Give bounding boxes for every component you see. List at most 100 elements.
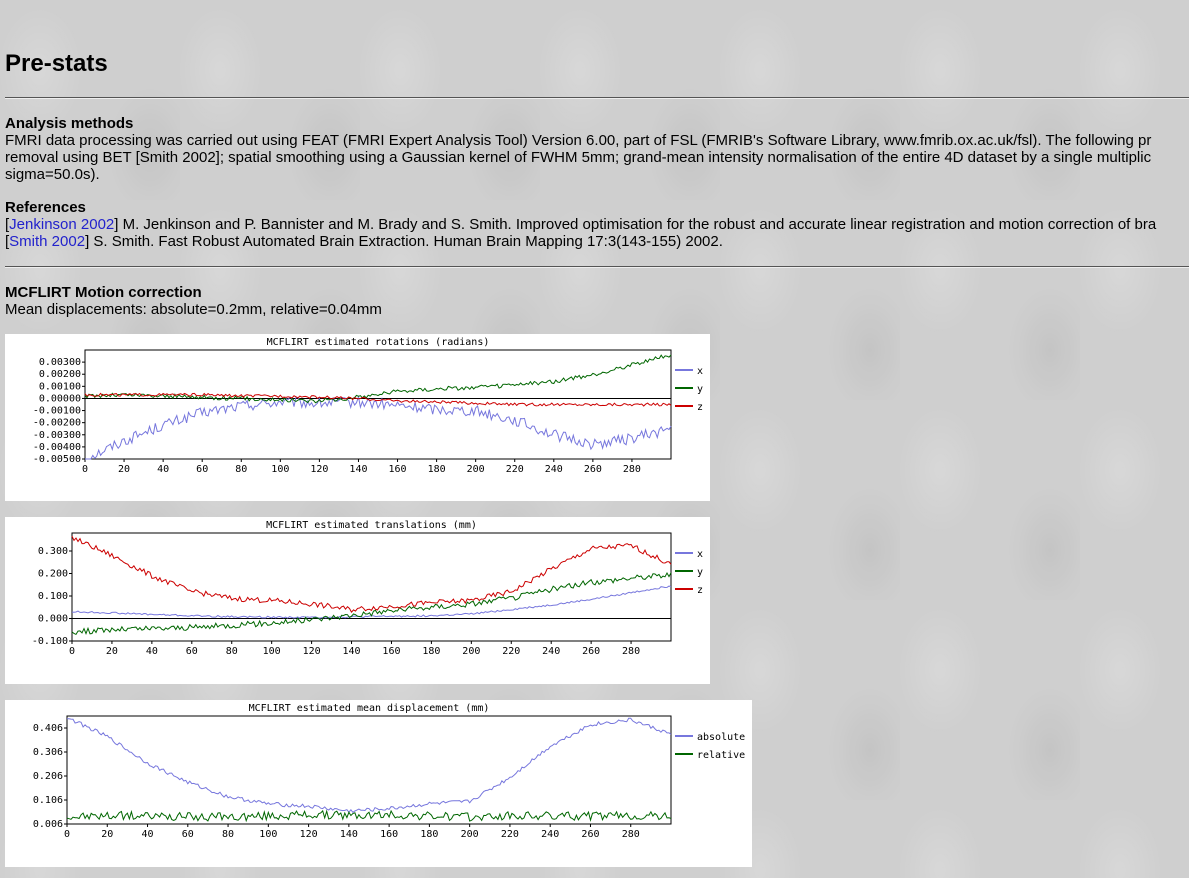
page-title: Pre-stats (5, 50, 108, 77)
x-tick-label: 40 (146, 646, 158, 657)
x-tick-label: 120 (310, 464, 328, 475)
legend-label-z: z (697, 585, 703, 596)
x-tick-label: 200 (461, 829, 479, 840)
x-tick-label: 100 (263, 646, 281, 657)
y-tick-label: 0.206 (33, 771, 63, 782)
x-tick-label: 0 (82, 464, 88, 475)
legend-label-x: x (697, 366, 703, 377)
x-tick-label: 100 (271, 464, 289, 475)
x-tick-label: 80 (222, 829, 234, 840)
y-tick-label: 0.306 (33, 747, 63, 758)
plot-frame (84, 349, 672, 460)
y-tick-label: 0.006 (33, 819, 63, 830)
y-tick-label: 0.100 (38, 591, 68, 602)
smith-2002-link[interactable]: Smith 2002 (9, 233, 86, 250)
x-tick-label: 60 (186, 646, 198, 657)
series-line-relative (66, 809, 672, 823)
legend-label-y: y (697, 567, 703, 578)
smith-2002-text: ] S. Smith. Fast Robust Automated Brain … (85, 233, 723, 250)
x-tick-label: 260 (581, 829, 599, 840)
legend-label-absolute: absolute (697, 732, 745, 743)
x-tick-label: 240 (542, 646, 560, 657)
mean-displacements-text: Mean displacements: absolute=0.2mm, rela… (5, 301, 382, 318)
x-tick-label: 100 (259, 829, 277, 840)
x-tick-label: 140 (343, 646, 361, 657)
x-tick-label: 220 (506, 464, 524, 475)
chart-title: MCFLIRT estimated rotations (radians) (267, 337, 490, 348)
x-tick-label: 80 (235, 464, 247, 475)
mcflirt-heading: MCFLIRT Motion correction (5, 284, 202, 301)
reference-smith: [Smith 2002] S. Smith. Fast Robust Autom… (5, 233, 723, 250)
y-tick-label: 0.00000 (39, 393, 81, 404)
plot-frame (71, 532, 672, 642)
references-heading: References (5, 199, 86, 216)
series-line-x (85, 394, 672, 460)
y-tick-label: 0.00300 (39, 357, 81, 368)
legend-label-relative: relative (697, 750, 745, 761)
x-tick-label: 40 (142, 829, 154, 840)
x-tick-label: 280 (622, 646, 640, 657)
bracket-open: [ (5, 216, 10, 233)
x-tick-label: 180 (428, 464, 446, 475)
y-tick-label: -0.00300 (33, 430, 81, 441)
x-tick-label: 280 (622, 829, 640, 840)
x-tick-label: 200 (467, 464, 485, 475)
plot-frame (66, 715, 672, 825)
y-tick-label: 0.00100 (39, 381, 81, 392)
translations-chart-svg: MCFLIRT estimated translations (mm) 0 20 40… (32, 520, 703, 657)
x-tick-label: 60 (182, 829, 194, 840)
y-tick-label: 0.406 (33, 723, 63, 734)
x-tick-label: 0 (69, 646, 75, 657)
analysis-methods-heading: Analysis methods (5, 115, 134, 132)
y-tick-label: -0.00400 (33, 442, 81, 453)
x-tick-label: 140 (349, 464, 367, 475)
y-tick-label: 0.000 (38, 614, 68, 625)
x-tick-label: 260 (584, 464, 602, 475)
x-tick-label: 200 (462, 646, 480, 657)
reference-jenkinson: [Jenkinson 2002] M. Jenkinson and P. Ban… (5, 216, 1156, 233)
x-tick-label: 160 (389, 464, 407, 475)
x-tick-label: 180 (422, 646, 440, 657)
legend-label-y: y (697, 384, 703, 395)
x-tick-label: 240 (545, 464, 563, 475)
bracket-open: [ (5, 233, 10, 250)
y-tick-label: 0.106 (33, 795, 63, 806)
x-tick-label: 160 (380, 829, 398, 840)
x-tick-label: 220 (502, 646, 520, 657)
chart-title: MCFLIRT estimated translations (mm) (266, 520, 477, 531)
x-tick-label: 260 (582, 646, 600, 657)
y-tick-label: -0.00100 (33, 406, 81, 417)
x-tick-label: 140 (340, 829, 358, 840)
y-tick-label: -0.100 (32, 636, 68, 647)
x-tick-label: 120 (300, 829, 318, 840)
y-tick-label: 0.200 (38, 569, 68, 580)
x-tick-label: 40 (157, 464, 169, 475)
x-tick-label: 20 (101, 829, 113, 840)
analysis-methods-line-3: sigma=50.0s). (5, 166, 100, 183)
series-line-absolute (67, 717, 672, 813)
y-tick-label: -0.00200 (33, 418, 81, 429)
series-line-y (84, 354, 672, 404)
divider (5, 266, 1189, 268)
legend-label-x: x (697, 549, 703, 560)
x-tick-label: 240 (541, 829, 559, 840)
rotations-chart: MCFLIRT estimated rotations (radians) 0 20… (5, 334, 710, 501)
x-tick-label: 220 (501, 829, 519, 840)
x-tick-label: 80 (226, 646, 238, 657)
y-tick-label: 0.00200 (39, 369, 81, 380)
x-tick-label: 20 (118, 464, 130, 475)
series-line-z (84, 392, 672, 407)
jenkinson-2002-link[interactable]: Jenkinson 2002 (9, 216, 115, 233)
x-tick-label: 120 (303, 646, 321, 657)
x-tick-label: 60 (196, 464, 208, 475)
x-tick-label: 280 (623, 464, 641, 475)
rotations-chart-svg: MCFLIRT estimated rotations (radians) 0 20… (33, 337, 703, 475)
jenkinson-2002-text: ] M. Jenkinson and P. Bannister and M. B… (114, 216, 1157, 233)
y-tick-label: 0.300 (38, 546, 68, 557)
x-tick-label: 0 (64, 829, 70, 840)
x-tick-label: 180 (420, 829, 438, 840)
y-tick-label: -0.00500 (33, 454, 81, 465)
x-tick-label: 20 (106, 646, 118, 657)
divider (5, 97, 1189, 99)
legend-label-z: z (697, 402, 703, 413)
